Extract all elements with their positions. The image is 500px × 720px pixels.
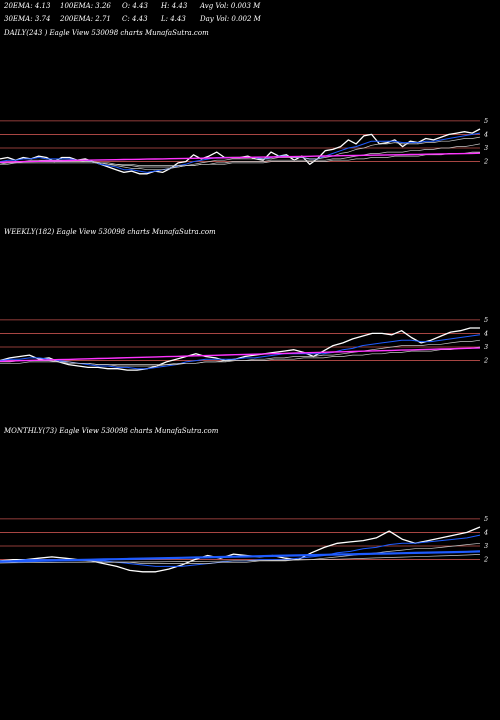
ema-line <box>0 132 481 173</box>
y-tick-label: 5 <box>484 117 488 125</box>
y-tick-label: 5 <box>484 316 488 324</box>
ema-line <box>0 550 481 563</box>
avg-vol-readout: Avg Vol: 0.003 M <box>200 2 261 10</box>
weekly-panel-label: WEEKLY(182) Eagle View 530098 charts Mun… <box>4 228 216 236</box>
ema20-readout: 20EMA: 4.13 <box>4 2 51 10</box>
y-tick-label: 4 <box>483 528 488 536</box>
ema-line <box>0 554 481 564</box>
ema-line <box>0 143 481 168</box>
y-tick-label: 2 <box>483 357 488 365</box>
y-tick-label: 4 <box>483 329 488 337</box>
y-tick-label: 3 <box>484 343 488 351</box>
ema-line <box>0 339 481 367</box>
ema-line <box>0 151 480 166</box>
open-readout: O: 4.43 <box>122 2 148 10</box>
y-tick-label: 5 <box>484 515 488 523</box>
close-readout: C: 4.43 <box>122 15 148 23</box>
ema-line <box>0 152 481 163</box>
y-tick-label: 2 <box>483 158 488 166</box>
y-tick-label: 2 <box>483 556 488 564</box>
ema-line <box>0 534 481 567</box>
ema100-readout: 100EMA: 3.26 <box>60 2 111 10</box>
monthly-panel-label: MONTHLY(73) Eagle View 530098 charts Mun… <box>4 427 219 435</box>
ema-line <box>0 346 481 365</box>
ema-line <box>0 347 481 362</box>
y-tick-label: 4 <box>483 130 488 138</box>
ema30-readout: 30EMA: 3.74 <box>4 15 51 23</box>
y-tick-label: 3 <box>484 144 488 152</box>
day-vol-readout: Day Vol: 0.002 M <box>200 15 261 23</box>
y-tick-label: 3 <box>484 542 488 550</box>
daily-panel-label: DAILY(243 ) Eagle View 530098 charts Mun… <box>4 29 209 37</box>
ema-line <box>0 136 481 171</box>
ema200-readout: 200EMA: 2.71 <box>60 15 111 23</box>
price-line <box>0 327 480 371</box>
low-readout: L: 4.43 <box>161 15 186 23</box>
high-readout: H: 4.43 <box>161 2 188 10</box>
